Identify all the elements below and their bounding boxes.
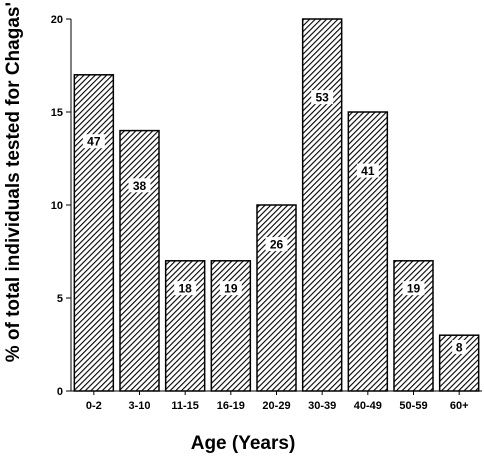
y-tick-label: 15	[51, 107, 63, 119]
x-tick-label: 60+	[450, 400, 469, 412]
bar-16-19	[210, 260, 252, 392]
y-tick-label: 5	[57, 293, 63, 305]
bar-label: 19	[224, 282, 238, 296]
bar-label: 19	[407, 282, 421, 296]
bar-50-59	[393, 260, 434, 392]
bar-label-bg	[219, 281, 242, 296]
bar-label-bg	[128, 178, 151, 193]
bar-11-15	[164, 260, 206, 392]
bars-group	[73, 18, 480, 392]
bar-label: 18	[178, 282, 192, 296]
y-tick-label: 10	[51, 200, 63, 212]
x-ticks-group: 0-2 3-10 11-15 16-19 20-29 30-39 40-49 50-59 60+	[86, 391, 469, 412]
bar-20-29	[256, 204, 297, 392]
bar-label: 8	[456, 340, 463, 354]
x-tick-label: 20-29	[262, 400, 290, 412]
x-axis-title: Age (Years)	[191, 433, 296, 454]
x-tick-label: 16-19	[217, 400, 245, 412]
bar-label: 38	[133, 179, 147, 193]
bar-label-bg	[265, 237, 288, 252]
bar-labels-group: 47 38 18 19 26 53 41 19 8	[82, 90, 467, 354]
bar-30-39	[301, 18, 343, 392]
y-tick-label: 20	[51, 14, 63, 26]
x-tick-label: 3-10	[128, 400, 150, 412]
y-axis-title: % of total individuals tested for Chagas…	[3, 2, 24, 362]
bar-label-bg	[174, 281, 197, 296]
bar-3-10	[119, 129, 160, 392]
bar-label: 53	[315, 91, 329, 105]
bar-label-bg	[356, 163, 379, 178]
y-ticks-group: 0 5 10 15 20	[51, 14, 71, 398]
x-tick-label: 40-49	[354, 400, 382, 412]
x-tick-label: 30-39	[308, 400, 336, 412]
bar-label: 26	[270, 238, 284, 252]
bar-label-bg	[82, 134, 105, 149]
x-tick-label: 50-59	[399, 400, 427, 412]
bar-40-49	[347, 111, 389, 392]
bar-label: 47	[87, 135, 101, 149]
bar-label-bg	[452, 339, 467, 354]
x-tick-label: 11-15	[171, 400, 199, 412]
x-tick-label: 0-2	[86, 400, 102, 412]
y-tick-label: 0	[57, 386, 63, 398]
bar-label-bg	[402, 281, 425, 296]
bar-0-2	[73, 74, 115, 392]
bar-label: 41	[361, 164, 375, 178]
bar-label-bg	[311, 90, 334, 105]
